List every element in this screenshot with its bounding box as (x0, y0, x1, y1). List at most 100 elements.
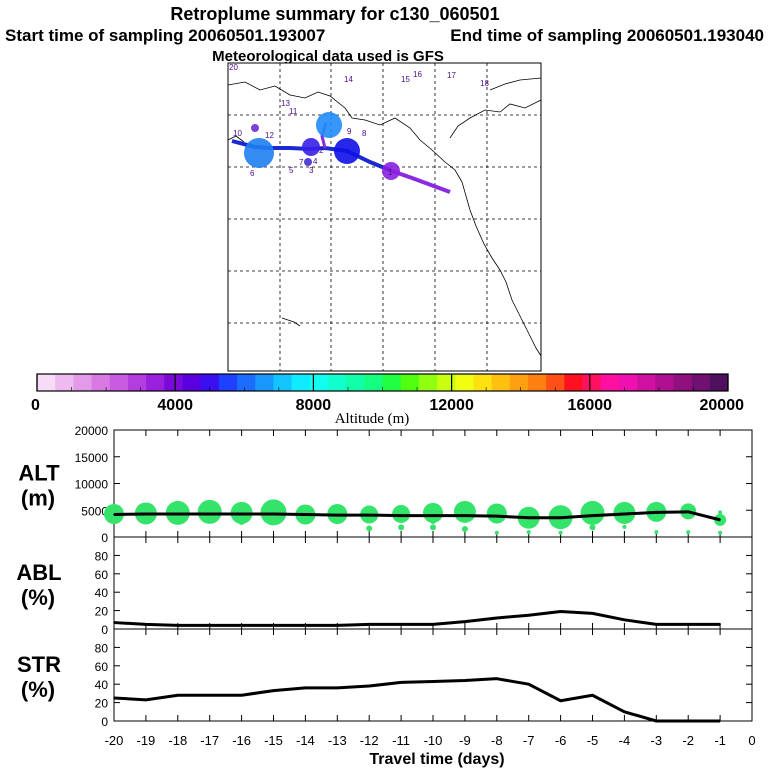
plume-point (366, 525, 373, 532)
series-point (145, 623, 147, 626)
colorbar-cell (618, 374, 638, 391)
colorbar-cell (509, 374, 529, 391)
met-data-label: Meteorological data used is GFS (212, 48, 444, 65)
series-point (496, 677, 498, 680)
x-tick-label: -3 (651, 733, 663, 748)
series-point (591, 694, 594, 697)
y-tick-label: 0 (101, 623, 108, 637)
panel-frame (113, 536, 753, 630)
y-tick-label: 20000 (75, 424, 109, 438)
plume-point (430, 517, 436, 524)
trajectory-map: 20 14 15 16 17 18 13 11 12 10 9 8 7 6 5 … (227, 62, 542, 372)
series-point (496, 617, 498, 619)
colorbar-cell (237, 374, 256, 391)
colorbar-cell (673, 374, 693, 391)
x-tick-label: -14 (296, 733, 315, 748)
series-point (591, 514, 594, 517)
day-label: 11 (289, 107, 298, 116)
y-tick-label: 20 (95, 697, 109, 711)
x-tick-label: 0 (748, 733, 755, 748)
series-point (464, 620, 466, 623)
colorbar-cell (291, 374, 311, 391)
y-tick-label: 40 (95, 586, 109, 600)
plume-point (718, 510, 723, 515)
altitude-colorbar: 0 4000 8000 12000 16000 20000 Altitude (m) (31, 373, 745, 427)
day-label: 2 (319, 146, 324, 155)
colorbar-cell (564, 374, 584, 391)
colorbar-tick-label: 0 (31, 397, 40, 414)
colorbar-cell (691, 374, 711, 391)
day-label: 4 (313, 157, 318, 166)
panel-abl: 0 20 40 60 80 ABL(%) (16, 536, 753, 637)
series-point (400, 681, 402, 684)
series-point (208, 624, 211, 627)
day-label: 7 (299, 158, 304, 167)
series-point (591, 612, 594, 615)
y-tick-label: 10000 (75, 478, 109, 492)
colorbar-cell (418, 374, 438, 391)
panel-label-line2: (%) (21, 585, 55, 610)
day-label: 9 (347, 127, 352, 136)
x-tick-label: -11 (392, 733, 410, 748)
colorbar-tick-label: 20000 (700, 397, 745, 414)
panel-label-line1: STR (17, 652, 61, 677)
x-tick-label: -5 (587, 733, 599, 748)
plume-point (453, 500, 476, 523)
series-point (623, 711, 626, 713)
colorbar-cell (655, 374, 674, 391)
day-label: 17 (447, 71, 456, 80)
x-tick-label: -15 (264, 733, 283, 748)
series-point (113, 697, 115, 699)
series-point (177, 513, 179, 515)
plume-circle-north (316, 112, 342, 138)
colorbar-cell (437, 374, 456, 391)
day-label: 6 (250, 169, 255, 178)
colorbar-tick-label: 8000 (296, 397, 332, 414)
plume-point (398, 524, 405, 531)
plume-point (430, 524, 436, 531)
colorbar-cell (309, 374, 329, 391)
map-frame (227, 62, 542, 372)
series-point (623, 619, 626, 621)
plume-point (654, 530, 659, 535)
series-point (177, 624, 179, 627)
series-point (432, 514, 434, 517)
series-point (240, 513, 243, 515)
series-point (272, 689, 275, 692)
series-point (336, 687, 339, 689)
series-point (368, 623, 371, 626)
colorbar-cell (546, 374, 565, 391)
series-point (719, 720, 721, 722)
plume-point (622, 524, 627, 529)
day-label: 14 (344, 75, 353, 84)
series-point (559, 610, 562, 613)
series-point (304, 687, 307, 689)
panel-label-line2: (m) (21, 486, 55, 511)
plume-point (423, 502, 443, 523)
series-point (400, 514, 402, 517)
series-point (655, 511, 658, 514)
series-point (208, 513, 211, 515)
series-point (464, 679, 466, 682)
panel-frame (113, 628, 753, 722)
x-tick-label: -18 (168, 733, 187, 748)
series-point (496, 515, 498, 517)
series-line-abl (113, 610, 721, 627)
plume-point (580, 500, 605, 525)
series-line-alt (113, 510, 721, 522)
series-point (177, 694, 179, 697)
colorbar-cell (491, 374, 511, 391)
series-point (304, 513, 307, 516)
y-tick-label: 0 (101, 715, 108, 729)
colorbar-cell (255, 374, 274, 391)
plume-point (302, 517, 309, 524)
day-label: 8 (362, 129, 367, 138)
colorbar-cell (600, 374, 620, 391)
series-point (336, 624, 339, 627)
figure-title: Retroplume summary for c130_060501 (170, 4, 499, 24)
colorbar-cell (273, 374, 293, 391)
colorbar-cell (73, 374, 93, 391)
series-point (623, 513, 626, 515)
series-point (559, 699, 562, 702)
plume-point (486, 503, 507, 524)
